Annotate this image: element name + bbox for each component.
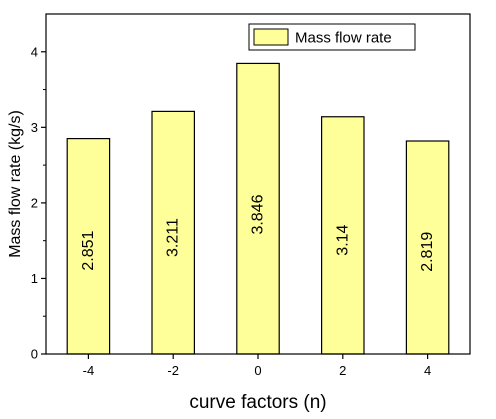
x-axis: -4 -2 0 2 4 bbox=[83, 354, 431, 378]
legend-swatch bbox=[253, 28, 289, 46]
legend-label: Mass flow rate bbox=[295, 30, 392, 47]
bar bbox=[66, 137, 111, 355]
x-tick-label: 2 bbox=[339, 363, 346, 378]
x-axis-title: curve factors (n) bbox=[189, 392, 326, 413]
x-tick-label: -2 bbox=[167, 363, 179, 378]
x-tick-label: 4 bbox=[424, 363, 431, 378]
bar-value-label: 3.211 bbox=[165, 218, 182, 257]
bar-value-label: 3.14 bbox=[334, 224, 351, 255]
y-tick-label: 0 bbox=[31, 347, 38, 362]
x-tick-label: 0 bbox=[254, 363, 261, 378]
bar-labels-group: 2.851 3.211 3.846 3.14 2.819 bbox=[80, 194, 436, 271]
y-axis-title: Mass flow rate (kg/s) bbox=[7, 110, 24, 258]
y-tick-label: 1 bbox=[31, 271, 38, 286]
x-tick-label: -4 bbox=[83, 363, 95, 378]
bar-value-label: 3.846 bbox=[250, 194, 267, 234]
bar bbox=[236, 62, 280, 355]
y-tick-label: 2 bbox=[31, 195, 38, 210]
bar-value-label: 2.851 bbox=[80, 230, 97, 270]
bar-value-label: 2.819 bbox=[419, 232, 436, 272]
bars-group bbox=[66, 62, 450, 355]
legend: Mass flow rate bbox=[248, 23, 416, 51]
bar bbox=[151, 110, 196, 355]
y-tick-label: 4 bbox=[31, 44, 38, 59]
y-tick-label: 3 bbox=[31, 120, 38, 135]
y-axis: 0 1 2 3 4 bbox=[31, 44, 46, 362]
bar bbox=[321, 116, 365, 355]
